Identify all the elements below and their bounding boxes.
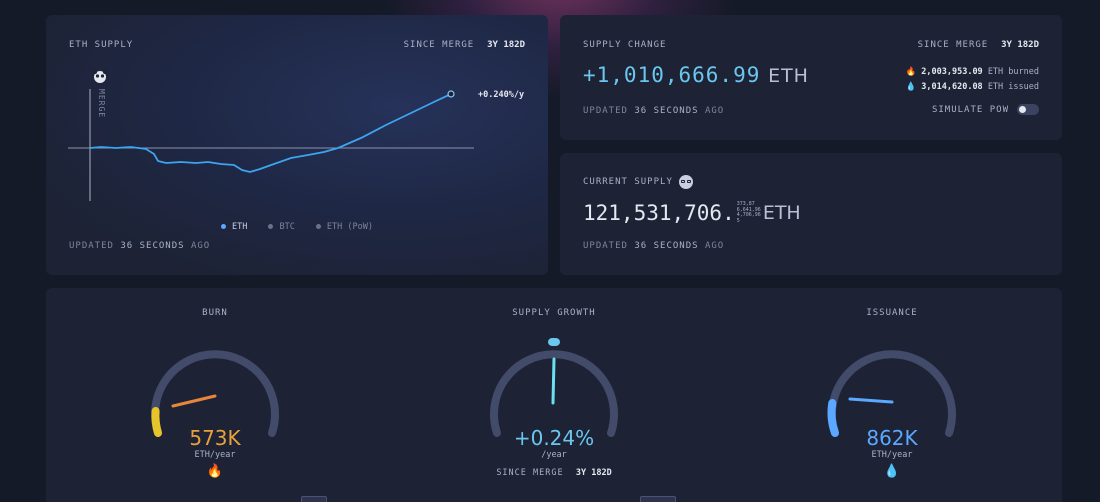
legend-item-eth-pow[interactable]: ETH (PoW) bbox=[315, 222, 373, 232]
issuance-gauge bbox=[827, 350, 956, 437]
growth-gauge-needle bbox=[551, 357, 556, 405]
burn-panel-button[interactable] bbox=[301, 496, 327, 502]
current-supply-decimals: 373,87 6,641,96 4,706,96 5 bbox=[736, 201, 761, 224]
burn-issue-breakdown: 🔥 2,003,953.09 ETH burned 💧 3,014,620.08… bbox=[906, 65, 1039, 95]
eth-supply-since: SINCE MERGE 3y 182d bbox=[403, 40, 525, 50]
current-supply-unit: ETH bbox=[762, 202, 801, 224]
growth-since: SINCE MERGE 3y 182d bbox=[496, 468, 612, 478]
burn-gauge-readout: 573K ETH/year 🔥 bbox=[165, 426, 265, 479]
burn-gauge-needle bbox=[171, 394, 217, 408]
eth-supply-title: ETH SUPPLY bbox=[69, 40, 134, 50]
simulate-pow-control: SIMULATE PoW bbox=[932, 104, 1039, 115]
current-supply-title: CURRENT SUPPLY bbox=[583, 177, 673, 187]
legend-item-eth[interactable]: ETH bbox=[221, 222, 247, 232]
legend-item-btc[interactable]: BTC bbox=[268, 222, 295, 232]
growth-panel-button[interactable] bbox=[640, 496, 676, 502]
current-supply-header: CURRENT SUPPLY bbox=[583, 175, 693, 189]
droplet-icon: 💧 bbox=[905, 82, 917, 92]
since-merge-value: 3y 182d bbox=[487, 40, 525, 50]
issuance-unit: ETH/year bbox=[871, 450, 913, 460]
panda-icon bbox=[93, 70, 107, 83]
issuance-gauge-fill bbox=[827, 399, 839, 437]
growth-unit: /year bbox=[541, 450, 567, 460]
eth-series-line bbox=[89, 93, 452, 173]
supply-change-amount: +1,010,666.99 ETH bbox=[583, 63, 809, 87]
supply-change-title: SUPPLY CHANGE bbox=[583, 40, 667, 50]
burn-unit: ETH/year bbox=[194, 450, 236, 460]
issuance-value: 862K bbox=[866, 426, 918, 450]
burned-row: 🔥 2,003,953.09 ETH burned bbox=[905, 67, 1039, 77]
supply-change-updated: UPDATED 36 SECONDS AGO bbox=[583, 106, 725, 116]
issuance-gauge-readout: 862K ETH/year 💧 bbox=[842, 426, 942, 479]
burn-gauge-title: BURN bbox=[202, 308, 228, 318]
gauges-card: BURN 573K ETH/year 🔥 SUPPLY GROWTH +0.24… bbox=[46, 288, 1062, 502]
growth-gauge bbox=[490, 337, 618, 437]
eth-supply-updated: UPDATED 36 SECONDS AGO bbox=[69, 241, 211, 251]
current-supply-amount-row: 121,531,706. 373,87 6,641,96 4,706,96 5 … bbox=[583, 201, 801, 225]
chart-legend: ETH BTC ETH (PoW) bbox=[46, 214, 548, 233]
supply-change-since: SINCE MERGE 3y 182d bbox=[917, 40, 1039, 50]
current-supply-updated: UPDATED 36 SECONDS AGO bbox=[583, 241, 725, 251]
fire-icon: 🔥 bbox=[905, 67, 917, 77]
growth-gauge-title: SUPPLY GROWTH bbox=[512, 308, 596, 318]
legend-dot-eth bbox=[221, 224, 227, 229]
droplet-icon: 💧 bbox=[883, 464, 901, 479]
eth-supply-chart[interactable]: MERGE +0.240%/y bbox=[46, 15, 548, 225]
supply-change-card: SUPPLY CHANGE SINCE MERGE 3y 182d +1,010… bbox=[560, 15, 1062, 140]
burn-gauge bbox=[151, 350, 279, 437]
growth-gauge-readout: +0.24% /year SINCE MERGE 3y 182d bbox=[484, 426, 624, 478]
rate-label: +0.240%/y bbox=[478, 90, 524, 100]
burn-value: 573K bbox=[189, 426, 241, 450]
glasses-icon bbox=[678, 175, 693, 189]
burn-gauge-fill bbox=[151, 407, 162, 437]
fire-icon: 🔥 bbox=[206, 464, 224, 479]
growth-value: +0.24% bbox=[513, 426, 595, 450]
eth-supply-card: ETH SUPPLY SINCE MERGE 3y 182d MERGE +0.… bbox=[46, 15, 548, 275]
merge-axis-label: MERGE bbox=[97, 89, 106, 118]
current-supply-card: CURRENT SUPPLY 121,531,706. 373,87 6,641… bbox=[560, 153, 1062, 275]
issuance-gauge-needle bbox=[848, 397, 894, 404]
legend-dot-btc bbox=[268, 224, 274, 229]
legend-dot-eth-pow bbox=[315, 224, 321, 229]
simulate-pow-label: SIMULATE PoW bbox=[931, 104, 1009, 115]
eth-series-endpoint bbox=[447, 90, 455, 98]
simulate-pow-toggle[interactable] bbox=[1017, 104, 1039, 115]
issuance-gauge-title: ISSUANCE bbox=[866, 308, 918, 318]
current-supply-amount: 121,531,706. bbox=[583, 201, 735, 225]
issued-row: 💧 3,014,620.08 ETH issued bbox=[905, 82, 1039, 92]
